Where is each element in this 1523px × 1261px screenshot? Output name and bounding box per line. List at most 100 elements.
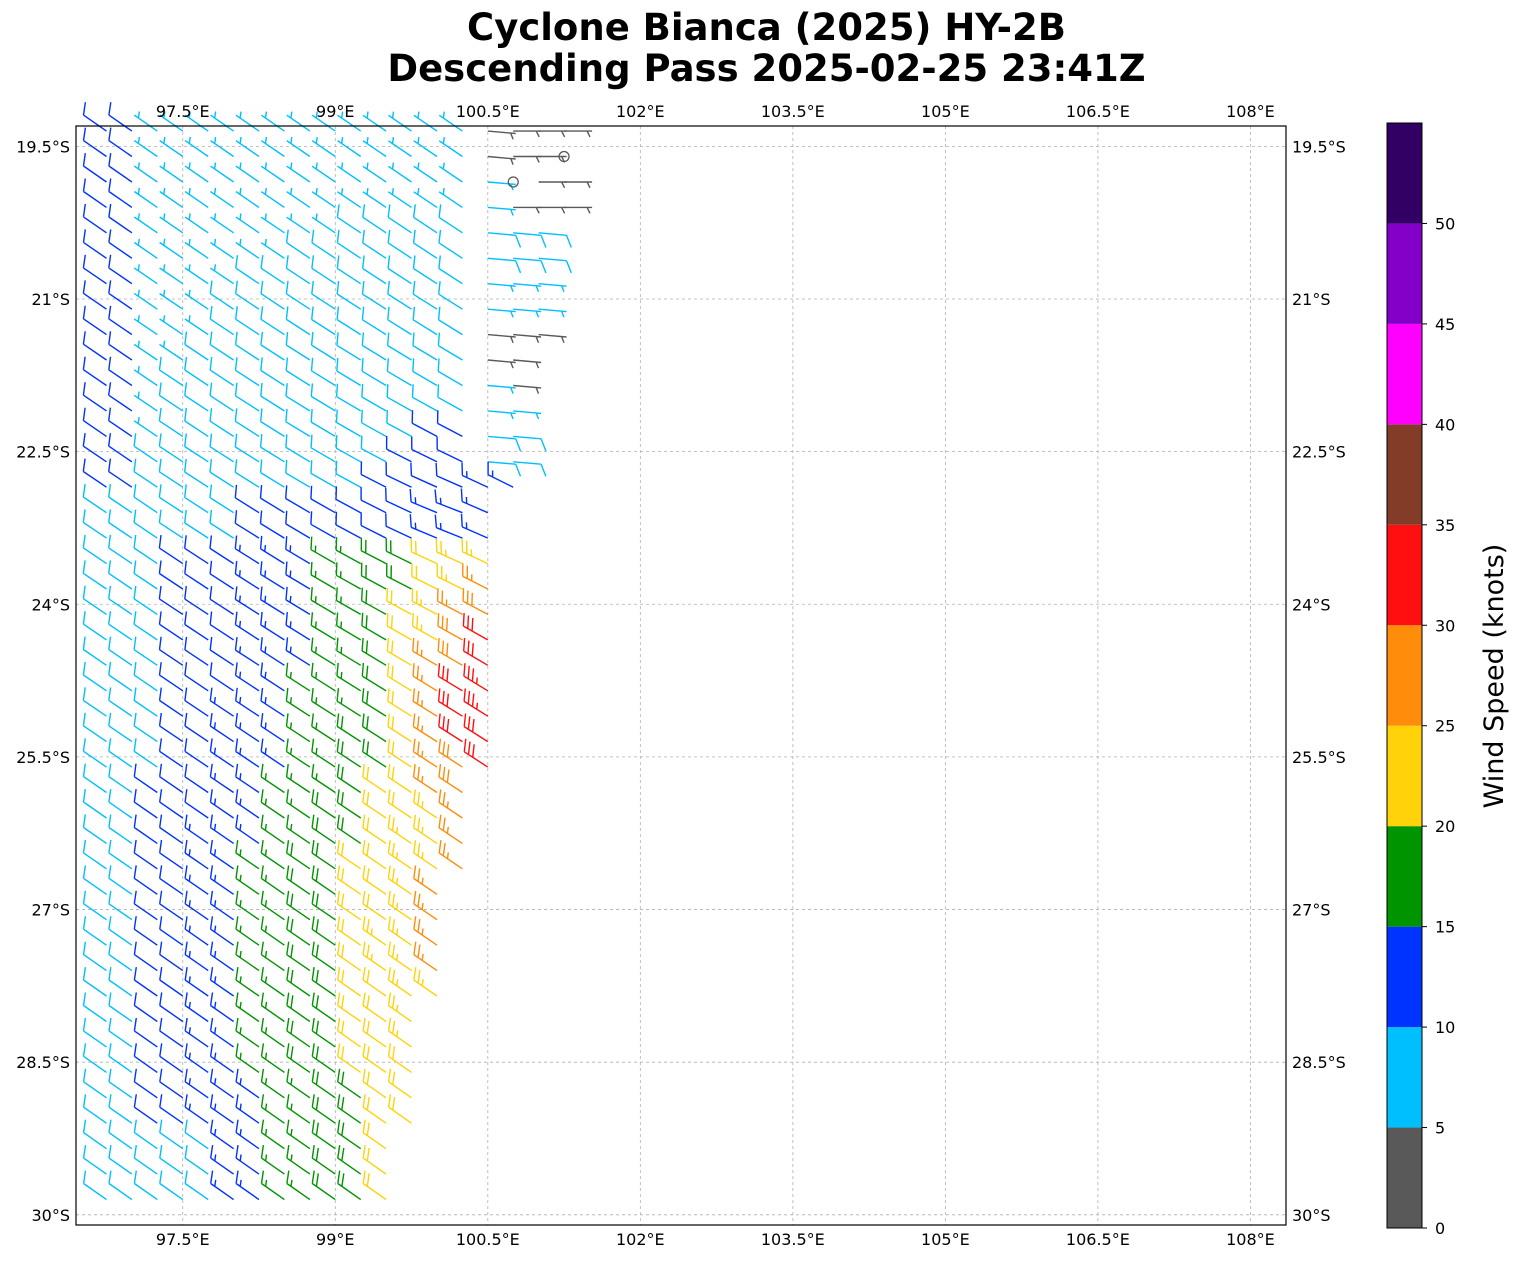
wind-barb-523 [209,890,234,921]
barb-path [82,382,107,412]
wind-barb-190 [260,357,285,387]
wind-barb-328 [386,563,412,590]
wind-barb-221 [184,407,209,437]
barb-path [388,162,412,183]
wind-barb-378 [437,638,463,666]
barb-path [336,357,362,387]
wind-barb-255 [184,458,209,488]
y-tick-label-right-7: 30°S [1292,1206,1331,1225]
barb-path [209,636,234,666]
barb-path [387,255,412,285]
barb-path [108,1144,133,1175]
wind-barb-501 [387,840,412,870]
wind-barb-131 [108,280,133,310]
wind-barb-282 [434,489,463,514]
wind-barb-33 [438,137,463,158]
wind-barb-520 [133,890,158,921]
wind-barb-39 [108,153,133,183]
barb-path [286,890,311,921]
wind-barb-278 [335,486,362,514]
wind-barb-71 [438,188,463,208]
wind-barb-275 [259,485,285,514]
wind-barb-370 [234,637,260,666]
wind-barb-450 [235,763,260,794]
wind-barb-564 [184,966,209,997]
barb-path [310,434,336,463]
wind-barb-199 [513,384,542,394]
wind-barb-200 [82,382,107,412]
barb-path [82,1170,107,1201]
barb-path [209,433,234,463]
barb-path [260,306,285,336]
wind-barb-291 [259,510,285,539]
wind-barb-504 [82,865,107,895]
barb-path [336,332,362,361]
barb-path [413,814,438,844]
wind-barb-188 [209,357,234,387]
wind-barb-611 [362,1043,387,1073]
wind-barb-139 [311,280,336,310]
wind-barb-404 [285,687,311,717]
barb-path [285,255,311,285]
wind-barb-186 [158,356,184,387]
barb-path [286,840,311,870]
wind-barb-247 [411,436,438,463]
barb-path [108,1094,133,1124]
wind-barb-476 [133,814,158,844]
wind-barb-498 [311,840,336,870]
wind-barb-659 [286,1144,311,1175]
y-tick-label-right-2: 22.5°S [1292,443,1346,462]
y-tick-label-left-7: 30°S [31,1206,70,1225]
wind-barb-213 [411,384,438,412]
barb-path [387,890,412,921]
barb-path [108,611,133,641]
wind-barbs [82,102,593,1201]
barb-path [82,941,107,972]
barb-path [209,611,234,641]
x-tick-label-bottom-6: 106.5°E [1066,1230,1130,1249]
barb-path [209,992,234,1023]
barb-path [412,738,438,768]
wind-barb-305 [209,535,234,565]
wind-barb-356 [285,612,311,641]
barb-path [362,840,387,870]
barb-path [108,916,133,946]
wind-barb-216 [513,410,542,420]
barb-path [209,586,234,615]
barb-path [184,738,209,768]
barb-path [82,433,107,463]
barb-path [260,611,285,641]
wind-barb-645 [235,1119,260,1150]
barb-path [159,1119,184,1150]
barb-path [335,562,362,590]
barb-path [362,1043,387,1073]
wind-barb-384 [184,662,209,692]
barb-path [159,941,184,972]
barb-path [234,560,260,590]
barb-path [311,111,336,132]
barb-path [108,229,133,259]
wind-barb-156 [285,306,311,336]
barb-path [159,238,184,259]
barb-path [184,636,209,666]
barb-path [82,1017,107,1048]
wind-barb-295 [360,512,387,539]
colorbar: 0 5 10 15 20 25 30 35 40 45 50 [1386,122,1455,1238]
wind-barb-433 [209,738,234,768]
wind-barb-233 [513,435,547,452]
wind-barb-392 [386,663,412,692]
barb-path [133,738,158,768]
wind-barb-540 [286,916,311,946]
wind-barb-212 [386,384,412,412]
barb-path [158,585,184,615]
colorbar-tick-label-2: 10 [1435,1018,1455,1037]
barb-path [158,611,184,641]
calm-circle [507,176,519,188]
wind-barb-128 [513,283,542,293]
barb-path [260,1017,285,1048]
barb-path [259,459,285,488]
barb-path [437,384,463,412]
wind-barb-104 [336,229,362,259]
barb-path [285,561,311,590]
barb-path [385,435,412,463]
